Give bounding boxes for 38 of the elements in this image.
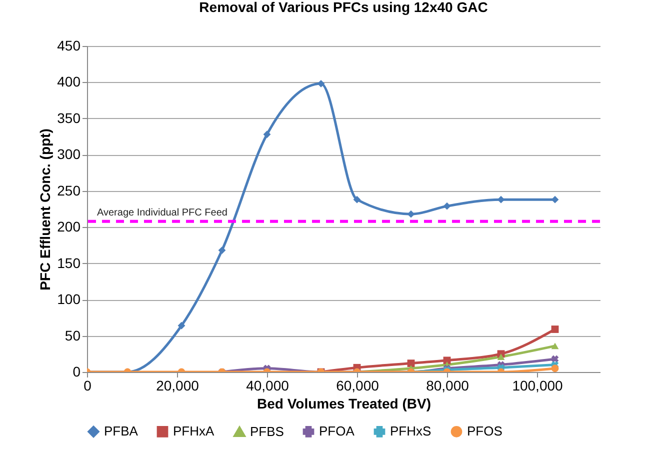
y-tick-label: 400 — [57, 74, 81, 90]
y-tick-label: 450 — [57, 38, 81, 54]
point — [551, 196, 559, 204]
ref-line-label: Average Individual PFC Feed — [97, 207, 228, 218]
point — [407, 210, 415, 218]
point — [497, 354, 505, 360]
y-tick-label: 350 — [57, 110, 81, 126]
legend-label: PFBA — [104, 424, 138, 439]
y-tick-label: 200 — [57, 218, 81, 235]
point — [178, 322, 186, 330]
x-tick-label: 40,000 — [246, 378, 290, 394]
legend-label: PFHxS — [390, 424, 432, 439]
y-axis-title: PFC Effluent Conc. (ppt) — [37, 128, 54, 290]
x-tick-label: 80,000 — [426, 378, 470, 394]
point — [443, 202, 451, 210]
x-tick-label: 0 — [84, 378, 92, 394]
x-tick-label: 20,000 — [156, 378, 200, 394]
y-tick-label: 250 — [57, 182, 81, 198]
legend-label: PFHxA — [173, 424, 214, 439]
point — [551, 364, 559, 372]
y-tick-label: 100 — [57, 291, 81, 308]
y-tick-label: 0 — [72, 364, 81, 380]
point — [551, 342, 559, 350]
legend-label: PFOA — [319, 424, 355, 439]
legend-label: PFBS — [250, 424, 284, 439]
x-tick-label: 60,000 — [336, 378, 380, 394]
x-tick-label: 100,000 — [512, 378, 564, 394]
legend-label: PFOS — [467, 424, 503, 439]
point — [353, 196, 361, 204]
point — [407, 360, 415, 368]
y-tick-label: 300 — [57, 146, 81, 162]
chart-title: Removal of Various PFCs using 12x40 GAC — [199, 0, 488, 15]
point — [551, 355, 559, 363]
x-axis-title: Bed Volumes Treated (BV) — [256, 396, 432, 412]
point — [551, 326, 559, 333]
y-tick-label: 50 — [64, 327, 81, 344]
y-tick-label: 150 — [57, 254, 81, 271]
point — [263, 130, 271, 138]
